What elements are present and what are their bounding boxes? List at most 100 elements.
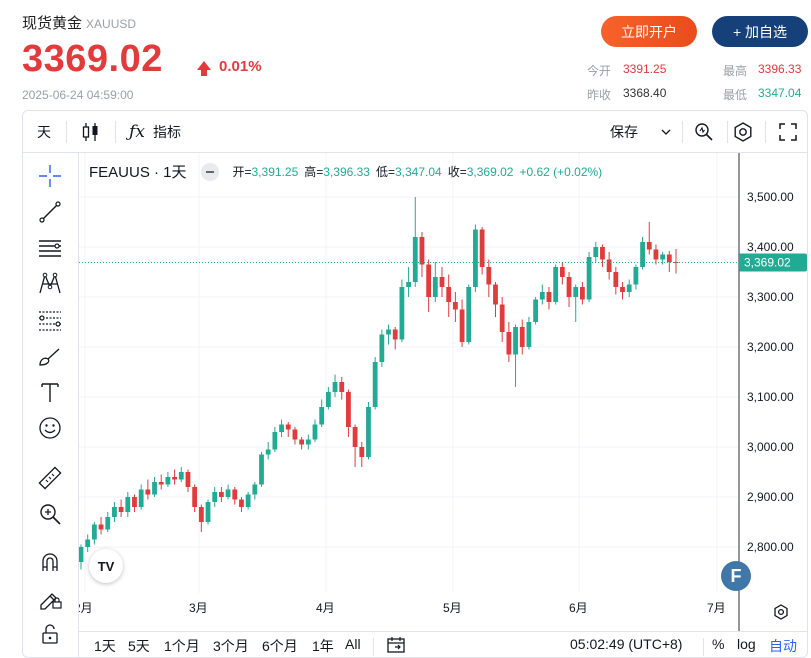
indicators-button[interactable]: 指标 <box>153 124 181 140</box>
lock-icon[interactable] <box>35 619 65 649</box>
instrument-title: 现货黄金 <box>22 15 83 32</box>
candle-body <box>112 507 117 517</box>
candle <box>285 422 291 437</box>
trend-line-icon[interactable] <box>35 197 65 227</box>
chart-widget: 天 ƒx 指标 保存 <box>22 110 808 658</box>
instrument-symbol: XAUUSD <box>86 17 137 31</box>
candle <box>158 474 164 490</box>
candlestick-chart[interactable]: 3,500.00 3,400.00 3,300.00 3,200.00 3,100.00… <box>74 153 808 631</box>
range-bar: 1天 5天 1个月 3个月 6个月 1年 All 05:02:49 (UTC+8… <box>79 631 807 657</box>
x-tick-label: 2月 <box>79 601 93 615</box>
candle <box>352 424 358 467</box>
candle <box>259 452 264 487</box>
range-1d[interactable]: 1天 <box>94 638 116 654</box>
candle-body <box>332 382 338 392</box>
y-tick-label: 3,200.00 <box>747 340 794 354</box>
candle-body <box>259 454 264 485</box>
horizontal-lines-icon[interactable] <box>35 233 65 263</box>
axis-settings-icon[interactable] <box>770 601 792 623</box>
stat-open-label: 今开 <box>587 64 612 78</box>
interval-button[interactable]: 天 <box>37 124 51 140</box>
candle <box>359 442 365 467</box>
candle-body <box>178 472 184 480</box>
candle-body <box>192 487 198 507</box>
candle-body <box>352 427 358 447</box>
text-tool-icon[interactable] <box>35 377 65 407</box>
candle <box>399 279 405 342</box>
range-5d[interactable]: 5天 <box>128 638 150 654</box>
range-6m[interactable]: 6个月 <box>262 638 298 654</box>
candle-body <box>118 507 124 512</box>
candle-body <box>526 322 532 347</box>
candle-body <box>399 287 405 340</box>
range-1m[interactable]: 1个月 <box>164 638 200 654</box>
candle-body <box>225 489 231 497</box>
settings-gear-icon[interactable] <box>730 111 756 153</box>
candle <box>493 282 498 317</box>
candle <box>526 317 532 350</box>
auto-toggle[interactable]: 自动 <box>769 638 797 654</box>
toolbar-divider <box>115 121 116 143</box>
emoji-icon[interactable] <box>35 413 65 443</box>
crosshair-icon[interactable] <box>35 161 65 191</box>
range-divider <box>703 638 704 656</box>
candle <box>620 282 625 300</box>
candle <box>466 284 472 345</box>
candle-body <box>653 249 659 260</box>
candle <box>125 492 131 517</box>
stat-high-label: 最高 <box>723 64 748 78</box>
save-button[interactable]: 保存 <box>610 124 638 140</box>
candle-body <box>660 254 666 260</box>
candle <box>118 499 124 517</box>
brush-icon[interactable] <box>35 341 65 371</box>
candle <box>412 197 418 287</box>
candle-body <box>580 287 585 300</box>
date-range-icon[interactable] <box>386 635 406 657</box>
stat-low: 最低 3347.04 <box>723 86 811 102</box>
candle <box>232 487 238 505</box>
fullscreen-icon[interactable] <box>776 111 800 153</box>
candle <box>439 267 445 297</box>
open-account-button[interactable]: 立即开户 <box>601 16 697 47</box>
candle-body <box>666 254 672 262</box>
collapse-legend-icon[interactable] <box>200 162 219 181</box>
candle <box>305 434 311 450</box>
magnet-icon[interactable] <box>35 547 65 577</box>
range-3m[interactable]: 3个月 <box>213 638 249 654</box>
clock-readout[interactable]: 05:02:49 (UTC+8) <box>570 636 683 652</box>
tradingview-logo-icon[interactable]: TV <box>89 549 123 583</box>
f-badge-icon[interactable]: F <box>721 561 751 591</box>
candle <box>198 504 204 532</box>
y-tick-label: 3,500.00 <box>747 190 794 204</box>
pattern-icon[interactable] <box>35 269 65 299</box>
chart-area[interactable]: 3,500.00 3,400.00 3,300.00 3,200.00 3,100.00… <box>74 153 808 657</box>
candle-body <box>533 299 539 322</box>
candle-body <box>593 247 599 257</box>
ruler-icon[interactable] <box>35 463 65 493</box>
quick-search-icon[interactable] <box>691 111 717 153</box>
chevron-down-icon[interactable] <box>658 111 674 153</box>
candle <box>459 299 465 347</box>
indicators-icon[interactable]: ƒx <box>129 122 145 142</box>
candle-body <box>272 432 278 450</box>
candle-body <box>646 242 652 250</box>
quote-timestamp: 2025-06-24 04:59:00 <box>22 88 134 102</box>
candle-body <box>339 382 345 392</box>
lock-pencil-icon[interactable] <box>35 583 65 613</box>
candles-icon[interactable] <box>78 111 104 153</box>
add-watchlist-button[interactable]: + 加自选 <box>712 16 808 47</box>
range-all[interactable]: All <box>345 636 361 652</box>
zoom-in-icon[interactable] <box>35 499 65 529</box>
range-divider <box>373 638 374 656</box>
x-tick-label: 7月 <box>707 601 726 615</box>
percent-toggle[interactable]: % <box>712 636 725 652</box>
fib-retracement-icon[interactable] <box>35 305 65 335</box>
log-toggle[interactable]: log <box>737 636 756 652</box>
y-tick-label: 3,400.00 <box>747 240 794 254</box>
candle-body <box>573 287 579 297</box>
candle <box>98 517 104 535</box>
candle-body <box>620 287 625 292</box>
arrow-up-icon <box>197 61 211 76</box>
candle <box>546 287 552 310</box>
range-1y[interactable]: 1年 <box>312 638 334 654</box>
